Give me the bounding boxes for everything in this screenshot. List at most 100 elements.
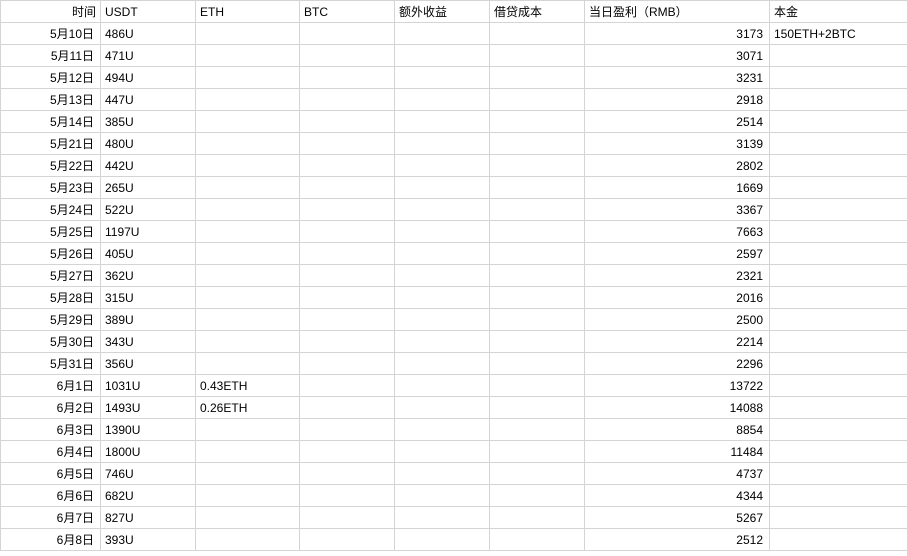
cell-eth	[196, 353, 300, 375]
cell-pnl: 7663	[585, 221, 770, 243]
cell-btc	[300, 221, 395, 243]
cell-extra	[395, 287, 490, 309]
cell-btc	[300, 419, 395, 441]
cell-btc	[300, 441, 395, 463]
cell-eth	[196, 309, 300, 331]
cell-eth	[196, 133, 300, 155]
cell-loan	[490, 67, 585, 89]
cell-eth	[196, 243, 300, 265]
cell-time: 5月11日	[1, 45, 101, 67]
cell-extra	[395, 419, 490, 441]
table-row: 5月31日356U2296	[1, 353, 907, 375]
cell-loan	[490, 529, 585, 551]
cell-loan	[490, 463, 585, 485]
cell-loan	[490, 155, 585, 177]
cell-btc	[300, 309, 395, 331]
cell-prin	[770, 265, 907, 287]
cell-loan	[490, 243, 585, 265]
cell-eth	[196, 419, 300, 441]
table-row: 6月1日1031U0.43ETH13722	[1, 375, 907, 397]
cell-extra	[395, 199, 490, 221]
cell-time: 6月5日	[1, 463, 101, 485]
cell-loan	[490, 353, 585, 375]
cell-eth	[196, 67, 300, 89]
cell-time: 5月28日	[1, 287, 101, 309]
cell-prin: 150ETH+2BTC	[770, 23, 907, 45]
table-row: 5月24日522U3367	[1, 199, 907, 221]
cell-time: 5月26日	[1, 243, 101, 265]
cell-time: 6月3日	[1, 419, 101, 441]
cell-time: 5月21日	[1, 133, 101, 155]
cell-time: 6月4日	[1, 441, 101, 463]
cell-usdt: 827U	[101, 507, 196, 529]
cell-time: 6月1日	[1, 375, 101, 397]
cell-time: 5月14日	[1, 111, 101, 133]
cell-prin	[770, 331, 907, 353]
cell-prin	[770, 221, 907, 243]
cell-loan	[490, 45, 585, 67]
cell-extra	[395, 221, 490, 243]
cell-prin	[770, 287, 907, 309]
table-row: 6月6日682U4344	[1, 485, 907, 507]
cell-extra	[395, 375, 490, 397]
cell-prin	[770, 111, 907, 133]
cell-usdt: 265U	[101, 177, 196, 199]
cell-usdt: 343U	[101, 331, 196, 353]
cell-btc	[300, 265, 395, 287]
cell-time: 6月8日	[1, 529, 101, 551]
table-row: 6月8日393U2512	[1, 529, 907, 551]
cell-time: 5月23日	[1, 177, 101, 199]
cell-loan	[490, 89, 585, 111]
table-row: 5月13日447U 2918	[1, 89, 907, 111]
cell-loan	[490, 419, 585, 441]
cell-extra	[395, 111, 490, 133]
cell-usdt: 1493U	[101, 397, 196, 419]
cell-usdt: 746U	[101, 463, 196, 485]
table-row: 5月29日389U2500	[1, 309, 907, 331]
table-row: 6月4日1800U11484	[1, 441, 907, 463]
cell-pnl: 2321	[585, 265, 770, 287]
table-row: 5月21日480U3139	[1, 133, 907, 155]
cell-prin	[770, 441, 907, 463]
cell-pnl: 11484	[585, 441, 770, 463]
cell-prin	[770, 89, 907, 111]
cell-eth	[196, 199, 300, 221]
cell-prin	[770, 485, 907, 507]
col-header-principal: 本金	[770, 1, 907, 23]
cell-pnl: 8854	[585, 419, 770, 441]
profit-table: 时间 USDT ETH BTC 额外收益 借贷成本 当日盈利（RMB） 本金 5…	[0, 0, 907, 551]
col-header-loan-cost: 借贷成本	[490, 1, 585, 23]
cell-pnl: 3173	[585, 23, 770, 45]
table-row: 5月25日1197U7663	[1, 221, 907, 243]
cell-eth	[196, 441, 300, 463]
cell-btc	[300, 67, 395, 89]
cell-pnl: 2918	[585, 89, 770, 111]
cell-usdt: 471U	[101, 45, 196, 67]
cell-loan	[490, 177, 585, 199]
cell-extra	[395, 133, 490, 155]
cell-eth	[196, 155, 300, 177]
cell-usdt: 447U	[101, 89, 196, 111]
cell-pnl: 4737	[585, 463, 770, 485]
cell-eth	[196, 529, 300, 551]
cell-extra	[395, 485, 490, 507]
cell-time: 5月13日	[1, 89, 101, 111]
cell-extra	[395, 177, 490, 199]
cell-loan	[490, 23, 585, 45]
cell-prin	[770, 375, 907, 397]
col-header-eth: ETH	[196, 1, 300, 23]
cell-extra	[395, 529, 490, 551]
cell-prin	[770, 507, 907, 529]
col-header-usdt: USDT	[101, 1, 196, 23]
cell-extra	[395, 155, 490, 177]
col-header-daily-pnl: 当日盈利（RMB）	[585, 1, 770, 23]
cell-loan	[490, 441, 585, 463]
table-row: 6月3日1390U8854	[1, 419, 907, 441]
cell-btc	[300, 89, 395, 111]
cell-eth	[196, 463, 300, 485]
cell-btc	[300, 485, 395, 507]
cell-extra	[395, 309, 490, 331]
cell-loan	[490, 507, 585, 529]
cell-extra	[395, 23, 490, 45]
cell-loan	[490, 375, 585, 397]
